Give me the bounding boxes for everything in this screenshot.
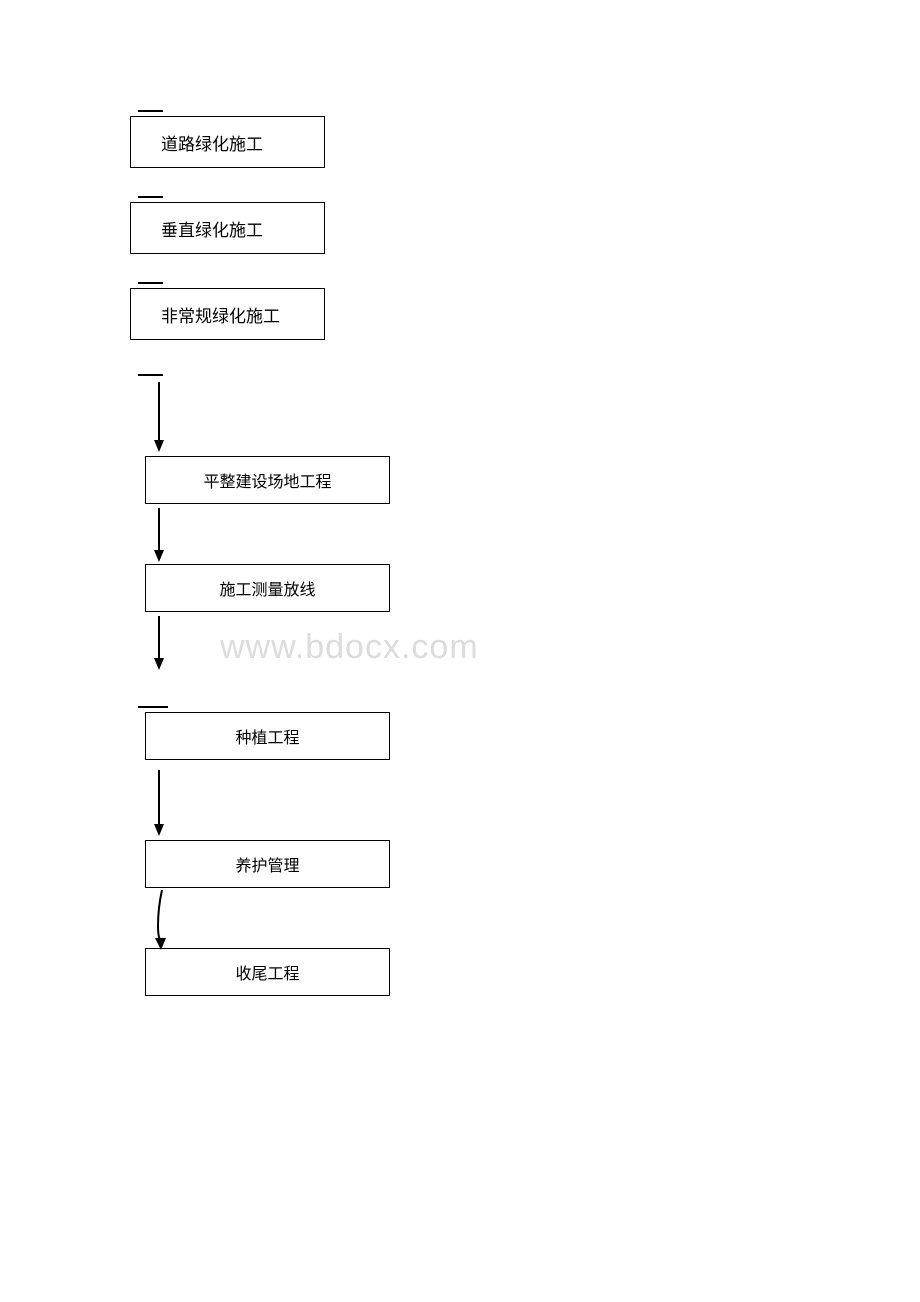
arrow-down (154, 766, 920, 840)
arrow-down (154, 504, 920, 564)
label-finishing: 收尾工程 (235, 960, 299, 984)
arrow-down (154, 888, 920, 948)
label-vertical-greening: 垂直绿化施工 (161, 216, 263, 241)
tick-mark (138, 706, 168, 708)
label-site-leveling: 平整建设场地工程 (203, 468, 331, 492)
box-vertical-greening: 垂直绿化施工 (130, 202, 325, 254)
box-site-leveling: 平整建设场地工程 (145, 456, 390, 504)
box-maintenance: 养护管理 (145, 840, 390, 888)
box-planting: 种植工程 (145, 712, 390, 760)
tick-mark (138, 374, 163, 376)
box-finishing: 收尾工程 (145, 948, 390, 996)
label-planting: 种植工程 (235, 724, 299, 748)
box-road-greening: 道路绿化施工 (130, 116, 325, 168)
tick-mark (138, 110, 163, 112)
tick-mark (138, 282, 163, 284)
box-survey-stakeout: 施工测量放线 (145, 564, 390, 612)
arrow-down (154, 612, 920, 672)
node-road-greening: 道路绿化施工 (130, 110, 920, 168)
flowchart-container: 道路绿化施工 垂直绿化施工 非常规绿化施工 平整建设场地工程 施工测量放线 (0, 0, 920, 996)
box-nonstandard-greening: 非常规绿化施工 (130, 288, 325, 340)
arrow-down (154, 382, 920, 456)
tick-mark (138, 196, 163, 198)
node-vertical-greening: 垂直绿化施工 (130, 196, 920, 254)
label-maintenance: 养护管理 (235, 852, 299, 876)
label-nonstandard-greening: 非常规绿化施工 (161, 302, 280, 327)
node-nonstandard-greening: 非常规绿化施工 (130, 282, 920, 340)
label-survey-stakeout: 施工测量放线 (219, 576, 315, 600)
label-road-greening: 道路绿化施工 (161, 130, 263, 155)
